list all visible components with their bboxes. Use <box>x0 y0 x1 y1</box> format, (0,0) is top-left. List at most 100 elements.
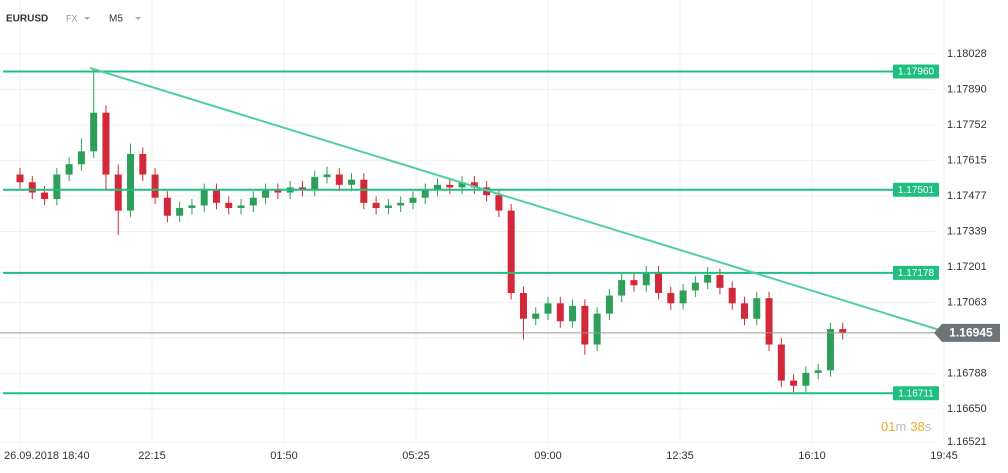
x-tick-label: 16:10 <box>798 450 826 462</box>
candle-body <box>839 329 847 333</box>
candle-body <box>348 179 356 185</box>
candle-body <box>16 174 24 183</box>
candle-body <box>151 174 159 198</box>
countdown-unit: s <box>925 419 932 434</box>
y-tick-label: 1.17201 <box>947 261 987 273</box>
y-tick-label: 1.16788 <box>947 367 987 379</box>
candle-body <box>740 303 748 319</box>
candle-body <box>434 184 442 190</box>
candle-body <box>605 295 613 314</box>
candle-body <box>41 192 49 199</box>
candle-body <box>77 151 85 165</box>
last-price-label: 1.16945 <box>949 326 993 340</box>
candle-body <box>249 197 257 206</box>
candle-body <box>507 210 515 294</box>
candle-body <box>446 184 454 188</box>
candle-body <box>225 202 233 209</box>
candle-body <box>667 293 675 304</box>
y-tick-label: 1.16650 <box>947 403 987 415</box>
candle-body <box>274 189 282 193</box>
candle-body <box>458 182 466 188</box>
x-tick-label: 01:50 <box>270 450 298 462</box>
dropdown-arrow[interactable] <box>135 17 141 20</box>
x-tick-label: 22:15 <box>138 450 166 462</box>
candle-body <box>691 282 699 291</box>
market[interactable]: FX <box>66 13 78 23</box>
trend-line[interactable] <box>89 66 941 332</box>
candle-body <box>90 112 98 152</box>
candle-body <box>335 174 343 185</box>
candle-body <box>532 313 540 319</box>
candle-body <box>212 189 220 203</box>
symbol[interactable]: EURUSD <box>6 14 48 25</box>
y-tick-label: 1.17339 <box>947 225 987 237</box>
candle-body <box>372 202 380 209</box>
candle-body <box>102 112 110 175</box>
y-tick-label: 1.17890 <box>947 83 987 95</box>
candle-body <box>519 293 527 319</box>
level-label-box <box>893 64 939 79</box>
countdown-minutes: 01 <box>881 419 895 434</box>
level-label-box <box>893 182 939 197</box>
candle-body <box>384 205 392 209</box>
candle-body <box>753 298 761 319</box>
candle-body <box>790 380 798 386</box>
candle-body <box>28 182 36 193</box>
candle-body <box>409 197 417 203</box>
candle-body <box>814 370 822 373</box>
candle-body <box>421 189 429 198</box>
candle-body <box>311 177 319 190</box>
x-tick-label: 19:45 <box>930 450 958 462</box>
candle-body <box>728 287 736 304</box>
candle-body <box>679 290 687 304</box>
candle-body <box>470 182 478 188</box>
candle-body <box>360 179 368 203</box>
level-label: 1.17178 <box>898 268 935 279</box>
last-price-badge <box>934 323 1000 342</box>
candle-body <box>53 174 61 199</box>
level-label-box <box>893 386 939 401</box>
x-tick-label: 26.09.2018 18:40 <box>4 450 90 462</box>
candle-body <box>581 305 589 345</box>
level-label: 1.17960 <box>898 67 935 78</box>
plot <box>16 67 847 393</box>
countdown: 01m 38s <box>881 419 932 434</box>
candle-body <box>826 329 834 371</box>
y-tick-label: 1.18028 <box>947 48 987 60</box>
y-tick-label: 1.16521 <box>947 436 987 448</box>
candle-body <box>114 174 122 211</box>
x-tick-label: 12:35 <box>666 450 694 462</box>
level-label: 1.16711 <box>898 388 934 399</box>
candle-body <box>593 313 601 345</box>
candle-body <box>618 280 626 296</box>
y-tick-label: 1.17615 <box>947 154 987 166</box>
candle-body <box>163 197 171 216</box>
candle-body <box>556 303 564 322</box>
candle-body <box>495 195 503 211</box>
candle-body <box>397 202 405 206</box>
countdown-unit: m <box>895 419 906 434</box>
candle-body <box>200 189 208 206</box>
candle-body <box>139 153 147 175</box>
x-tick-label: 09:00 <box>534 450 562 462</box>
level-label-box <box>893 265 939 280</box>
candle-body <box>655 272 663 294</box>
candle-body <box>298 187 306 190</box>
candle-body <box>777 344 785 381</box>
candle-body <box>642 272 650 286</box>
candle-body <box>65 164 73 175</box>
level-label: 1.17501 <box>898 185 935 196</box>
candle-body <box>716 274 724 288</box>
candle-body <box>630 280 638 286</box>
candle-body <box>237 205 245 209</box>
candle-body <box>262 189 270 198</box>
candle-body <box>765 298 773 345</box>
dropdown-arrow[interactable] <box>84 17 90 20</box>
candle-body <box>127 153 135 211</box>
candle-body <box>704 274 712 283</box>
x-tick-label: 05:25 <box>402 450 430 462</box>
countdown-seconds: 38 <box>910 419 924 434</box>
y-tick-label: 1.17752 <box>947 119 987 131</box>
timeframe[interactable]: M5 <box>109 14 123 25</box>
